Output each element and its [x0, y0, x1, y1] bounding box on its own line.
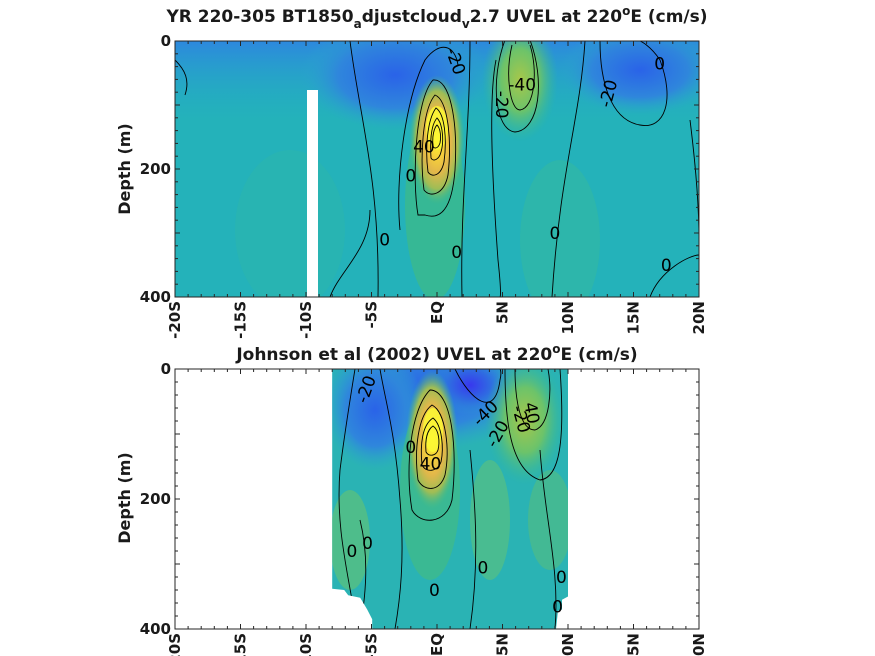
x-tick-label: EQ — [428, 301, 446, 324]
contour-label: 0 — [451, 243, 462, 263]
heatmap-field — [332, 369, 568, 629]
x-tick-label: -15S — [232, 633, 250, 656]
x-tick-label: -5S — [363, 633, 381, 656]
contour-label: 0 — [552, 597, 563, 617]
contour-label: 0 — [346, 542, 357, 562]
y-tick-label: 0 — [161, 32, 171, 50]
y-tick-label: 400 — [140, 288, 171, 306]
x-tick-label: 5N — [494, 301, 512, 324]
contour-label: 40 — [413, 138, 435, 158]
x-tick-label: -15S — [232, 301, 250, 339]
contour-label: 0 — [405, 438, 416, 458]
contour-label: 0 — [549, 224, 560, 244]
x-tick-label: -5S — [363, 301, 381, 328]
chart-title: Johnson et al (2002) UVEL at 220oE (cm/s… — [235, 342, 637, 365]
contour-label: -20 — [491, 91, 511, 119]
y-tick-label: 400 — [140, 620, 171, 638]
x-tick-label: -10S — [297, 633, 315, 656]
y-tick-label: 0 — [161, 360, 171, 378]
contour-label: 40 — [519, 401, 542, 426]
chart-title: YR 220-305 BT1850adjustcloudv2.7 UVEL at… — [165, 4, 707, 31]
contour-label: 0 — [405, 166, 416, 186]
contour-label: 0 — [429, 581, 440, 601]
contour-label: -40 — [508, 76, 536, 96]
x-tick-label: -20S — [166, 301, 184, 339]
contour-label: 0 — [654, 54, 665, 74]
contour-label: 0 — [379, 230, 390, 250]
panel-observations: Johnson et al (2002) UVEL at 220oE (cm/s… — [115, 342, 708, 656]
y-tick-label: 200 — [140, 490, 171, 508]
x-tick-label: EQ — [428, 633, 446, 656]
contour-label: 0 — [362, 534, 373, 554]
x-tick-label: 5N — [494, 633, 512, 656]
x-tick-label: 20N — [690, 633, 708, 656]
y-axis-label: Depth (m) — [115, 123, 134, 215]
x-tick-label: 15N — [625, 633, 643, 656]
y-axis-label: Depth (m) — [115, 452, 134, 544]
x-tick-label: -10S — [297, 301, 315, 339]
x-tick-label: 10N — [559, 301, 577, 334]
y-tick-label: 200 — [140, 160, 171, 178]
missing-data-column — [307, 90, 318, 297]
contour-label: 0 — [556, 568, 567, 588]
contour-label: 0 — [661, 256, 672, 276]
x-tick-label: 15N — [625, 301, 643, 334]
x-tick-label: 20N — [690, 301, 708, 334]
contour-label: 40 — [420, 454, 442, 474]
contour-label: 0 — [477, 558, 488, 578]
panel-model: YR 220-305 BT1850adjustcloudv2.7 UVEL at… — [115, 4, 708, 339]
x-tick-label: -20S — [166, 633, 184, 656]
x-tick-label: 10N — [559, 633, 577, 656]
